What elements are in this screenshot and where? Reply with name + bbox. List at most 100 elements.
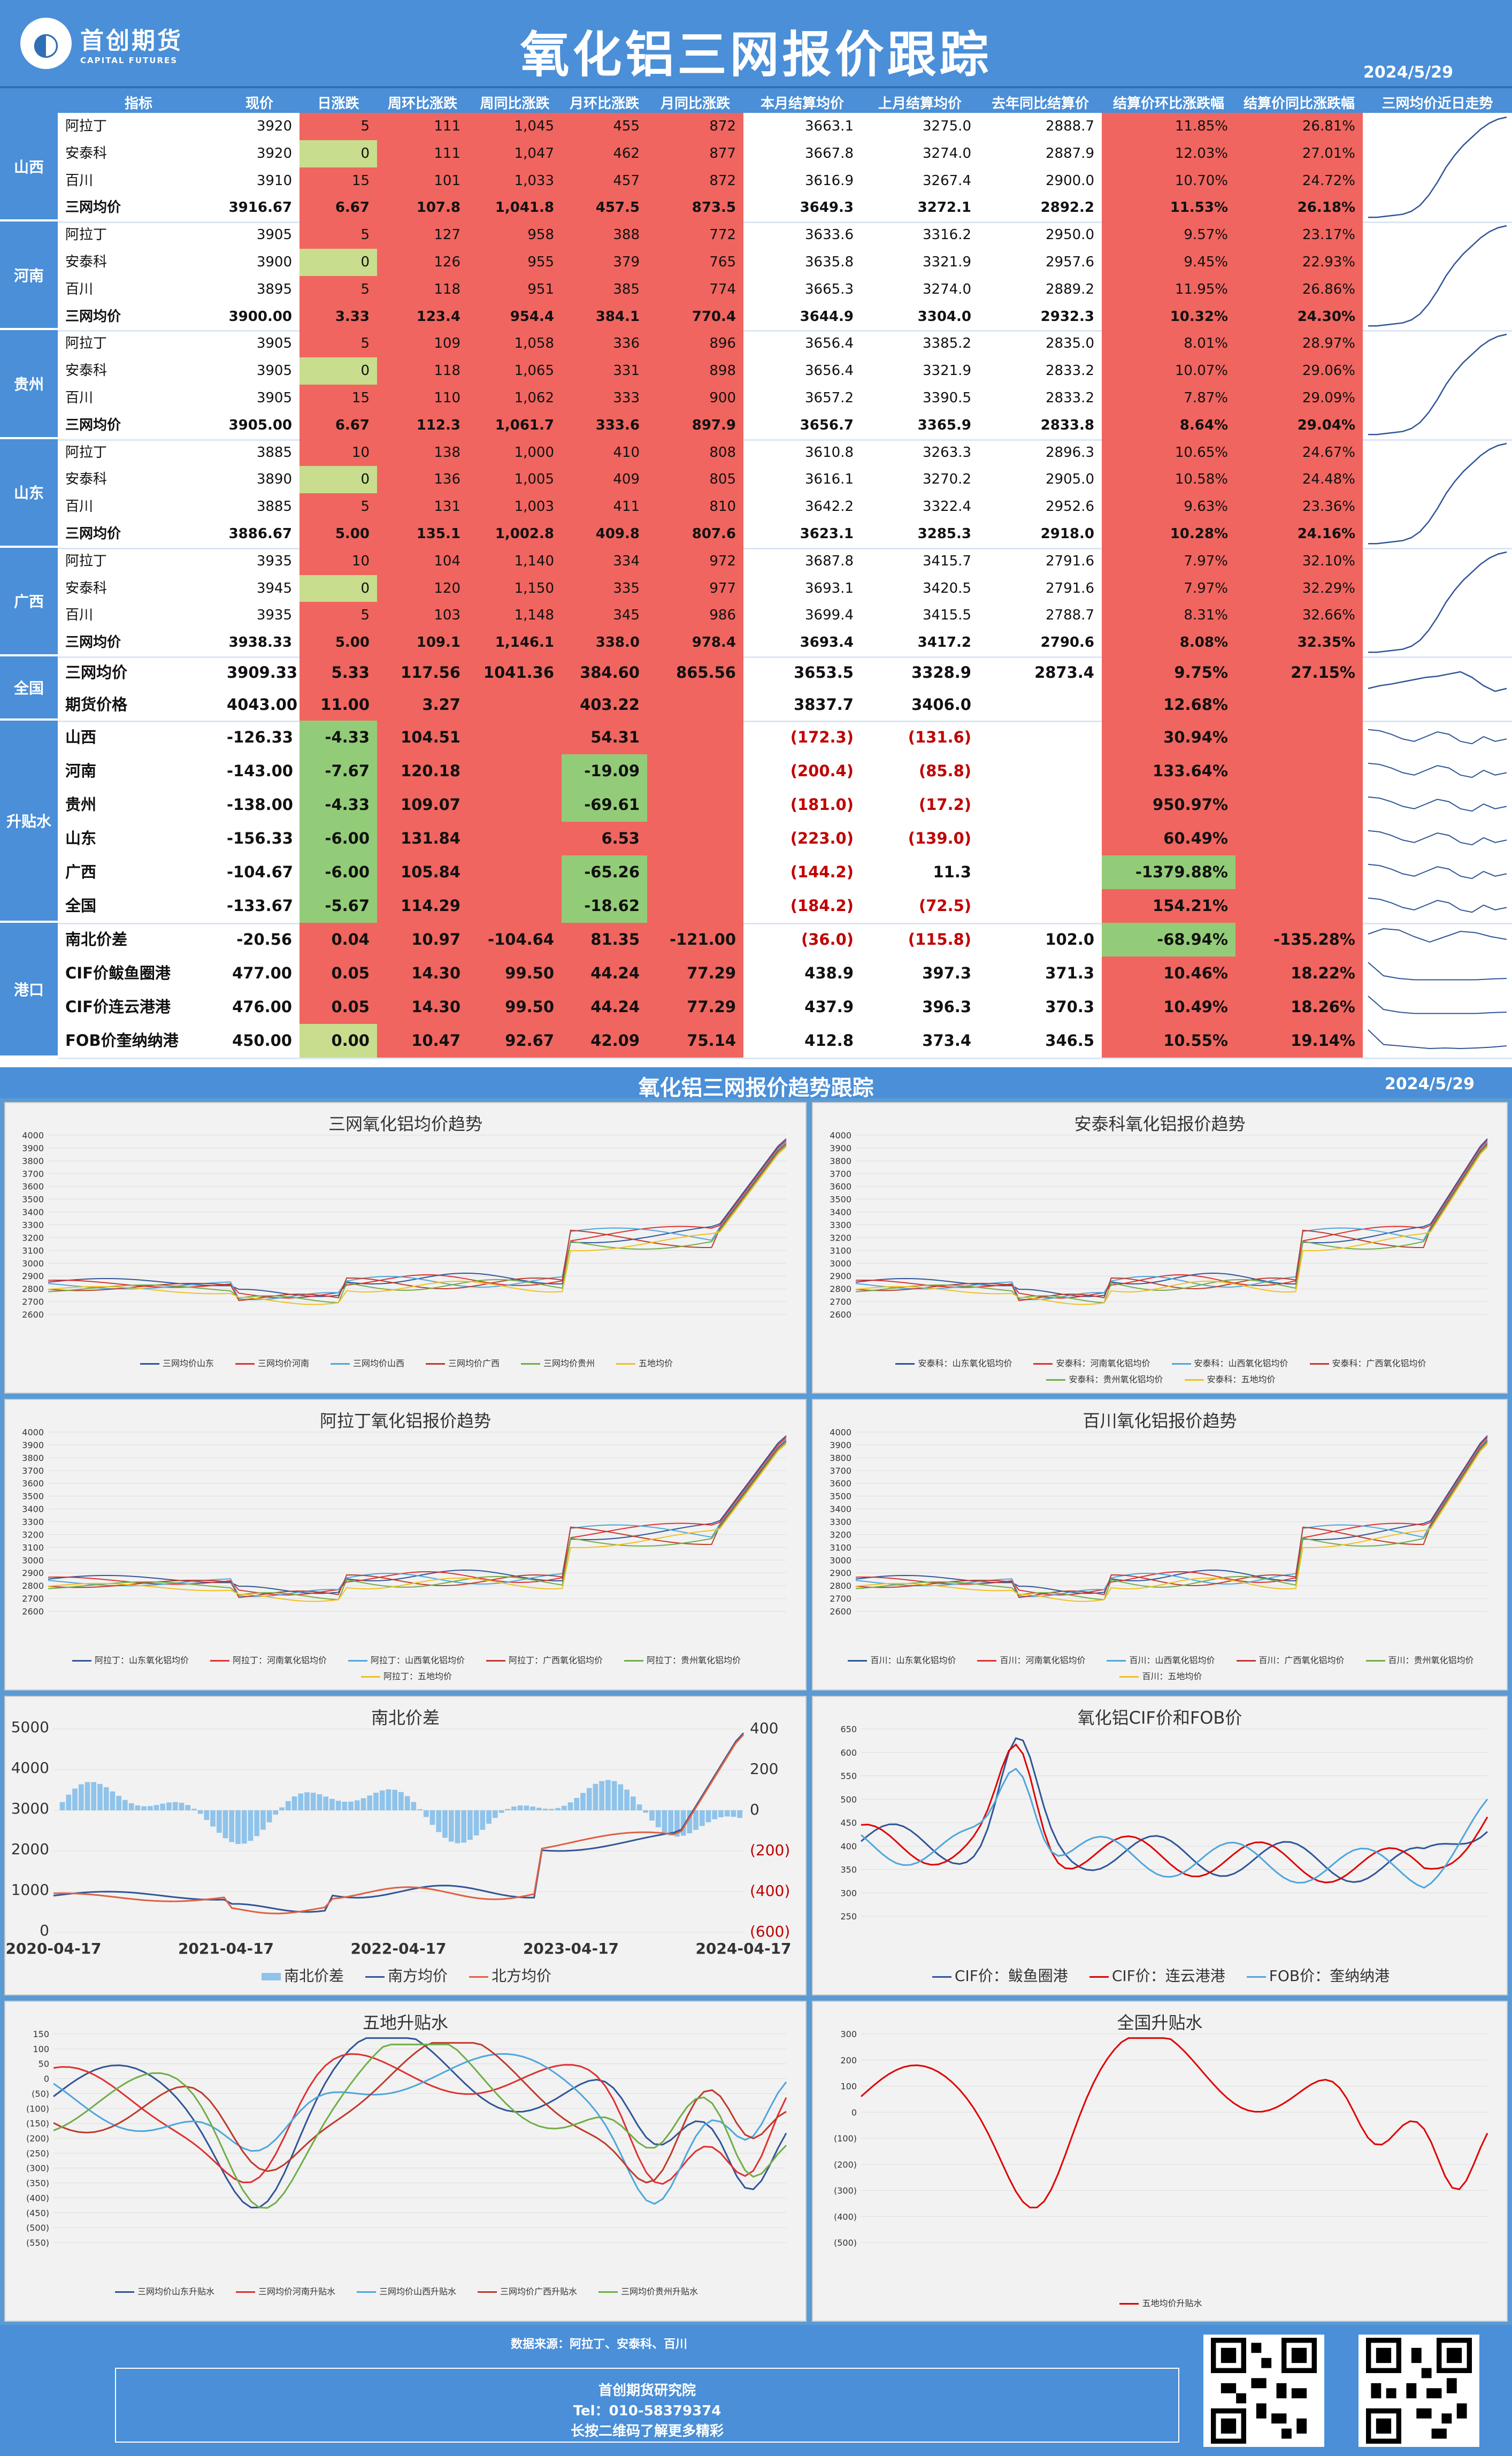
legend-item: CIF价：鲅鱼圈港 xyxy=(932,1964,1068,1986)
spread-bar xyxy=(542,1809,548,1810)
table-cell: 1,002.8 xyxy=(468,521,562,548)
y-tick-label: 3500 xyxy=(22,1491,44,1502)
table-cell: 126 xyxy=(377,249,468,276)
table-cell: (115.8) xyxy=(908,930,971,948)
spread-bar xyxy=(461,1810,466,1843)
spread-bar xyxy=(486,1810,492,1824)
table-cell: 24.30% xyxy=(1235,303,1363,331)
table-cell: -69.61 xyxy=(562,788,647,822)
table-cell: 3406.0 xyxy=(911,695,971,714)
table-cell: 贵州 xyxy=(65,795,97,814)
legend-item: 百川：贵州氧化铝均价 xyxy=(1365,1653,1474,1666)
table-cell: 2892.2 xyxy=(1040,200,1094,216)
table-cell: 109.1 xyxy=(377,629,468,656)
qr-code-icon[interactable] xyxy=(1359,2335,1479,2447)
series-line xyxy=(855,1140,1488,1299)
y-tick-label: 4000 xyxy=(22,1130,44,1141)
table-cell: 131 xyxy=(377,493,468,521)
spread-bar xyxy=(505,1809,511,1810)
spread-bar xyxy=(91,1782,97,1810)
y-tick-label: 3800 xyxy=(22,1156,44,1166)
table-cell: 3667.8 xyxy=(805,145,854,162)
table-cell: 5 xyxy=(300,602,377,630)
table-cell xyxy=(647,855,743,889)
spread-bar xyxy=(310,1793,316,1810)
table-cell: 27.15% xyxy=(1235,656,1363,688)
y-tick-label: 250 xyxy=(840,1911,857,1922)
chart-plot: 4000 3900 3800 3700 3600 3500 3400 3300 3200 3100… xyxy=(830,1427,1488,1617)
table-cell: 10 xyxy=(300,547,377,575)
spread-bar xyxy=(386,1789,392,1810)
table-cell: 477.00 xyxy=(232,964,292,982)
y-tick-label: (500) xyxy=(26,2223,49,2233)
table-cell: 3275.0 xyxy=(923,118,971,134)
y-tick-label: 2800 xyxy=(830,1581,851,1591)
y-tick-label: 550 xyxy=(840,1771,857,1781)
table-cell: 安泰科 xyxy=(65,471,108,488)
y-tick-label: 3200 xyxy=(830,1529,851,1540)
qr-code-icon[interactable] xyxy=(1203,2335,1324,2447)
table-cell: 99.50 xyxy=(468,990,562,1024)
table-cell: 三网均价 xyxy=(65,308,121,325)
table-cell: -6.00 xyxy=(300,822,377,855)
table-cell: 54.31 xyxy=(562,721,647,754)
table-cell xyxy=(468,889,562,923)
table-cell: 3316.2 xyxy=(923,227,971,243)
legend-item: 阿拉丁：五地均价 xyxy=(360,1669,452,1682)
table-cell: 3905 xyxy=(256,390,292,406)
table-cell: 872 xyxy=(647,113,743,140)
table-cell: 3365.9 xyxy=(917,417,971,433)
sparkline-cell xyxy=(1363,923,1512,1058)
chart-title: 全国升贴水 xyxy=(1117,2013,1203,2033)
table-cell: -68.94% xyxy=(1102,923,1235,957)
table-cell: 3890 xyxy=(256,471,292,488)
trend-sparkline xyxy=(1368,551,1507,653)
table-cell: 2889.2 xyxy=(1046,281,1094,297)
legend-item: 三网均价广西 xyxy=(426,1356,500,1369)
table-cell: 114.29 xyxy=(377,889,468,923)
legend-item: 阿拉丁：山东氧化铝均价 xyxy=(72,1653,189,1666)
table-cell: 42.09 xyxy=(562,1024,647,1058)
table-cell: (144.2) xyxy=(790,863,854,881)
y-tick-label: 0 xyxy=(44,2074,49,2084)
chart-panel: 五地升贴水 150 100 50 0 (50) (100) (150) (200) (250) (3… xyxy=(4,2001,807,2322)
spread-bar xyxy=(348,1801,354,1810)
y-tick-label: 2800 xyxy=(22,1284,44,1294)
spread-bar xyxy=(185,1805,190,1810)
table-cell: 9.57% xyxy=(1102,221,1235,249)
spread-bar xyxy=(191,1809,197,1810)
table-cell: -126.33 xyxy=(227,728,293,746)
table-cell: 3653.5 xyxy=(794,663,854,682)
sparkline-cell xyxy=(1363,439,1512,548)
table-cell: 3267.4 xyxy=(923,172,971,189)
spread-bar xyxy=(731,1810,736,1817)
table-cell: 807.6 xyxy=(647,521,743,548)
table-cell xyxy=(979,855,1102,889)
spread-bar xyxy=(649,1810,655,1821)
table-cell: 3663.1 xyxy=(805,118,854,134)
table-cell: 阿拉丁 xyxy=(65,335,108,352)
y-tick-label: (200) xyxy=(834,2160,857,2170)
table-cell: 百川 xyxy=(65,499,94,515)
table-cell: 437.9 xyxy=(804,998,854,1016)
data-source: 数据来源：阿拉丁、安泰科、百川 xyxy=(510,2338,687,2351)
series-line xyxy=(855,1143,1488,1302)
column-header: 三网均价近日走势 xyxy=(1381,96,1493,112)
spread-bar xyxy=(423,1810,429,1817)
y-tick-label: 2000 xyxy=(11,1840,49,1858)
table-cell: 2905.0 xyxy=(1046,471,1094,488)
y-tick-label: (550) xyxy=(26,2238,49,2248)
table-cell: 3.33 xyxy=(300,303,377,331)
table-cell: 75.14 xyxy=(647,1024,743,1058)
table-cell: 154.21% xyxy=(1102,889,1235,923)
y2-tick-label: (600) xyxy=(750,1923,790,1940)
y-tick-label: 2800 xyxy=(830,1284,851,1294)
table-cell: 3900 xyxy=(256,254,292,270)
table-cell: 2833.8 xyxy=(1040,417,1094,433)
table-cell xyxy=(647,889,743,923)
y-tick-label: 3300 xyxy=(830,1517,851,1527)
row-divider xyxy=(58,547,1512,549)
series-line xyxy=(48,1141,787,1300)
column-header: 现价 xyxy=(245,96,273,112)
y-tick-label: 3500 xyxy=(830,1195,851,1205)
